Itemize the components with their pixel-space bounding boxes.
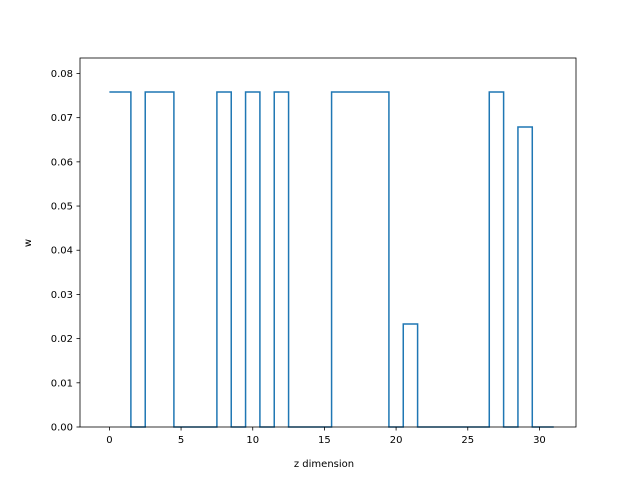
x-axis-label: z dimension bbox=[294, 459, 354, 470]
x-tick-label: 30 bbox=[533, 435, 546, 446]
y-tick-label: 0.03 bbox=[51, 290, 73, 301]
y-tick-label: 0.08 bbox=[51, 69, 73, 80]
y-tick-label: 0.02 bbox=[51, 334, 73, 345]
y-tick-label: 0.05 bbox=[51, 202, 73, 213]
y-axis-ticks: 0.00 0.01 0.02 0.03 0.04 0.05 0.06 0.07 0.08 bbox=[51, 69, 80, 434]
x-tick-label: 20 bbox=[390, 435, 403, 446]
x-axis-ticks: 0 5 10 15 20 25 30 bbox=[106, 427, 546, 446]
y-tick-label: 0.00 bbox=[51, 423, 73, 434]
axes-frame bbox=[79, 57, 577, 428]
x-tick-label: 25 bbox=[461, 435, 474, 446]
y-tick-label: 0.04 bbox=[51, 246, 73, 257]
x-tick-label: 10 bbox=[246, 435, 259, 446]
x-tick-label: 15 bbox=[318, 435, 331, 446]
y-tick-label: 0.01 bbox=[51, 378, 73, 389]
y-axis-label: w bbox=[23, 239, 34, 247]
y-tick-label: 0.07 bbox=[51, 113, 73, 124]
x-tick-label: 0 bbox=[106, 435, 112, 446]
y-tick-label: 0.06 bbox=[51, 157, 73, 168]
x-tick-label: 5 bbox=[178, 435, 184, 446]
